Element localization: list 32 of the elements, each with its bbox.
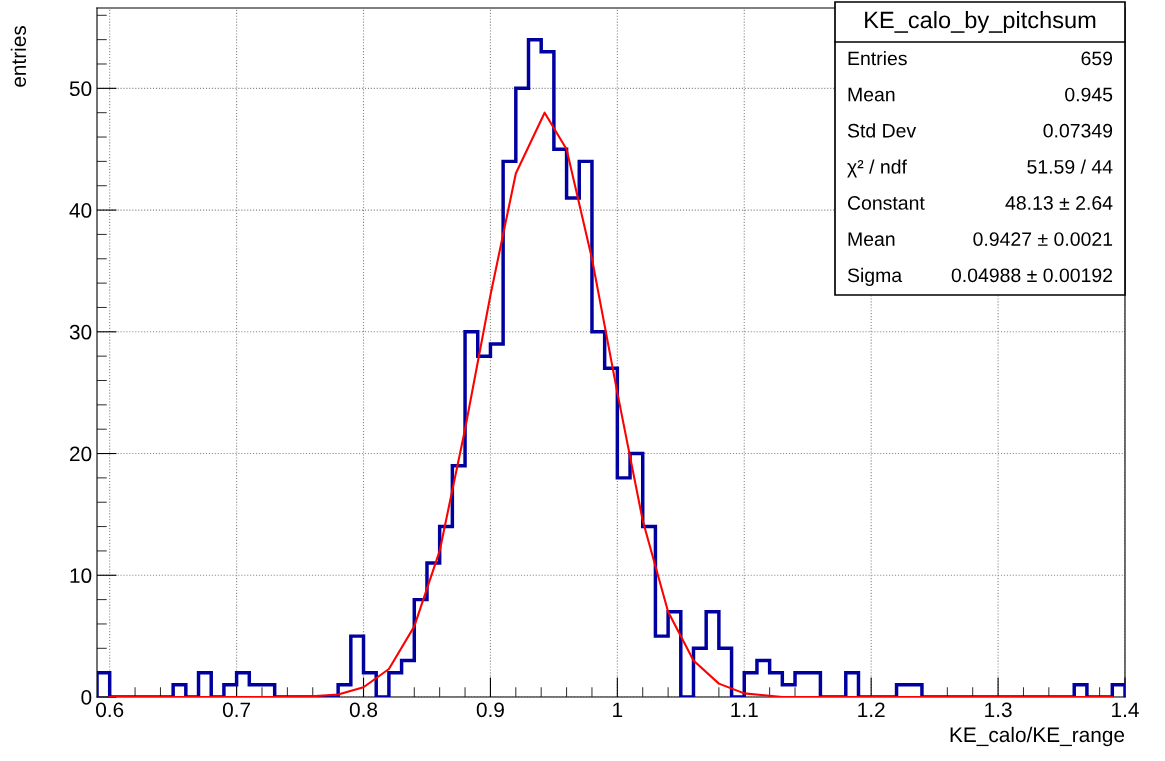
annotation: 0.945 xyxy=(1065,87,1113,102)
y-axis-title: entries xyxy=(10,25,27,87)
annotation: 51.59 / 44 xyxy=(1027,159,1113,174)
x-tick-label: 0.9 xyxy=(476,702,504,718)
annotation: 659 xyxy=(1081,51,1113,66)
annotation: Entries xyxy=(848,51,907,66)
annotation: Std Dev xyxy=(847,123,917,138)
y-tick-label: 20 xyxy=(70,446,92,462)
annotation: Constant xyxy=(847,196,925,210)
x-tick-label: 1.4 xyxy=(1112,702,1139,717)
annotation: χ² / ndf xyxy=(847,159,907,178)
annotation: 0.04988 ± 0.00192 xyxy=(951,268,1113,283)
x-tick-label: 0.6 xyxy=(96,702,124,718)
y-tick-label: 40 xyxy=(69,203,92,218)
y-tick-label: 10 xyxy=(70,568,92,584)
x-tick-label: 0.8 xyxy=(349,702,378,718)
annotation: 48.13 ± 2.64 xyxy=(1005,196,1113,210)
y-tick-label: 30 xyxy=(69,324,92,340)
y-tick-label: 50 xyxy=(69,81,92,97)
y-tick-label: 0 xyxy=(81,690,92,705)
x-tick-label: 1.1 xyxy=(731,702,758,717)
x-tick-label: 0.7 xyxy=(222,702,251,718)
x-tick-label: 1.3 xyxy=(985,702,1012,718)
annotation: Mean xyxy=(848,87,895,102)
chart-title: KE_calo_by_pitchsum xyxy=(865,11,1096,33)
x-tick-label: 1.2 xyxy=(858,702,885,717)
x-tick-label: 1 xyxy=(613,702,623,717)
annotation: 0.9427 ± 0.0021 xyxy=(973,232,1113,247)
annotation: Mean xyxy=(848,232,895,247)
annotation: Sigma xyxy=(847,267,903,286)
x-axis-title: KE_calo/KE_range xyxy=(950,726,1125,747)
annotation: 0.07349 xyxy=(1043,123,1113,138)
